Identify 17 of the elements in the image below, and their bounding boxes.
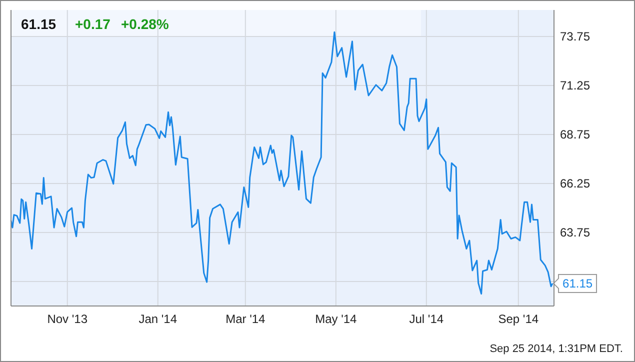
x-tick-label: Jan '14 [138, 312, 178, 326]
line-series [10, 31, 554, 295]
data-label: 61.15 [562, 276, 593, 290]
y-tick-label: 63.75 [560, 225, 590, 240]
x-tick-label: Jul '14 [409, 312, 444, 326]
x-tick-label: Sep '14 [498, 312, 539, 326]
annotation: +0.17 [75, 16, 111, 32]
y-tick-label: 73.75 [560, 29, 590, 44]
text: Sep 25 2014, 1:31PM EDT. [490, 343, 623, 355]
chart-title: 61.15 [21, 16, 56, 32]
y-tick-label: 71.25 [560, 78, 590, 92]
annotation: +0.28% [121, 16, 170, 32]
y-tick-label: 68.75 [560, 127, 590, 142]
x-tick-label: Nov '13 [47, 312, 88, 326]
x-tick-label: Mar '14 [226, 312, 266, 326]
x-tick-label: May '14 [315, 312, 358, 326]
y-tick-label: 66.25 [560, 176, 590, 190]
